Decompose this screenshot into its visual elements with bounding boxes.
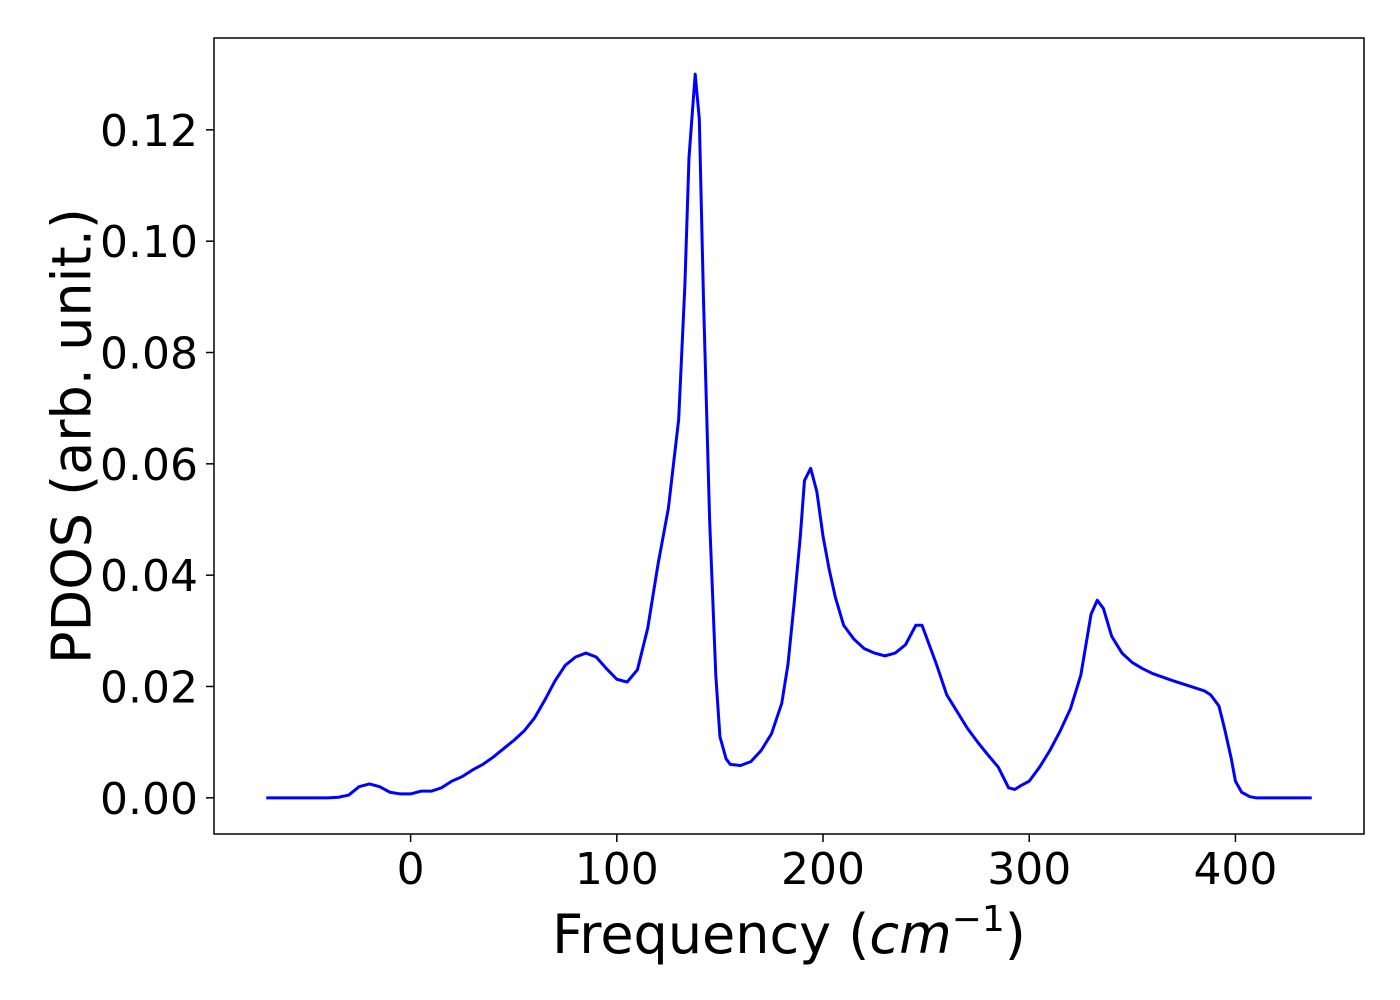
x-tick-label: 300 — [987, 844, 1071, 895]
x-tick-label: 400 — [1193, 844, 1277, 895]
y-tick-label: 0.04 — [100, 551, 198, 602]
x-axis-label: Frequency (cm−1) — [552, 899, 1026, 966]
x-tick-label: 0 — [397, 844, 425, 895]
y-tick-label: 0.00 — [100, 774, 198, 825]
y-tick-label: 0.08 — [100, 329, 198, 380]
y-tick-label: 0.12 — [100, 106, 198, 157]
y-tick-label: 0.06 — [100, 440, 198, 491]
y-axis-label: PDOS (arb. unit.) — [41, 208, 104, 664]
y-tick-label: 0.02 — [100, 662, 198, 713]
x-tick-label: 200 — [781, 844, 865, 895]
pdos-line — [266, 72, 1312, 800]
plot-frame — [213, 37, 1365, 835]
x-tick-label: 100 — [575, 844, 659, 895]
y-tick-label: 0.10 — [100, 217, 198, 268]
